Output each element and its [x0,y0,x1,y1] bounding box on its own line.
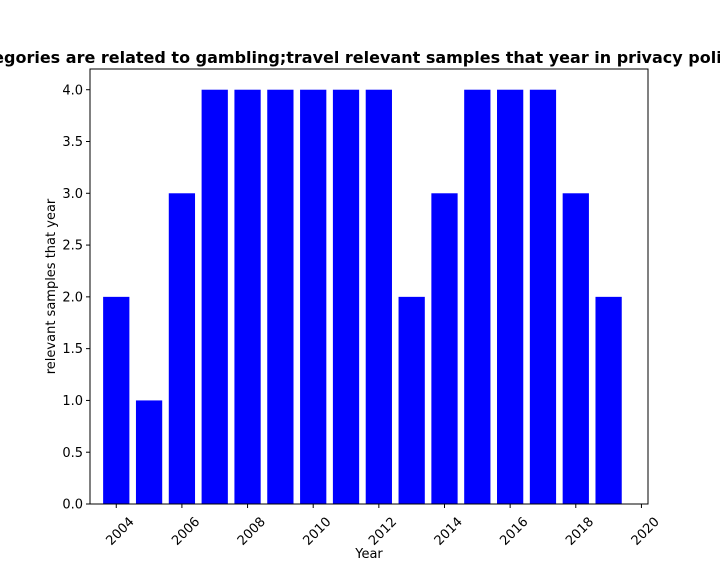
y-tick-label: 1.5 [62,342,83,357]
bar-2005 [135,400,163,504]
x-tick-label: 2014 [432,515,466,549]
chart-title: Categories are related to gambling;trave… [0,48,720,67]
bar-2010 [300,89,327,504]
bar-2008 [234,89,261,504]
bar-2013 [398,296,425,504]
y-tick-label: 3.5 [62,135,83,150]
bar-2017 [529,89,557,504]
x-tick-label: 2004 [104,515,138,549]
y-axis-ticks: 0.0 0.5 1.0 1.5 2.0 2.5 3.0 3.5 4.0 [62,83,90,513]
x-tick-label: 2010 [300,515,334,549]
y-axis-label: relevant samples that year [44,198,59,374]
bar-2016 [497,89,524,504]
x-tick-label: 2020 [629,515,663,549]
y-tick-label: 0.5 [62,446,83,461]
bar-2014 [431,193,458,505]
x-tick-label: 2006 [169,515,203,549]
bar-2009 [267,89,294,504]
bars-group [103,89,622,505]
y-tick-label: 1.0 [62,394,83,409]
x-axis-ticks: 2004 2006 2008 2010 2012 2014 2016 2018 2020 [104,504,663,549]
x-tick-label: 2008 [235,515,269,549]
bar-2011 [332,89,360,504]
y-tick-label: 3.0 [62,187,83,202]
bar-2018 [562,193,589,505]
bar-2007 [201,89,228,504]
y-tick-label: 2.5 [62,239,83,254]
bar-2015 [464,89,491,504]
x-tick-label: 2018 [563,515,597,549]
y-tick-label: 2.0 [62,290,83,305]
x-tick-label: 2016 [497,515,531,549]
plot-frame [89,68,649,505]
y-tick-label: 4.0 [62,83,83,98]
bar-2006 [168,193,196,505]
bar-2004 [103,296,130,504]
x-tick-label: 2012 [366,515,400,549]
x-axis-label: Year [354,547,383,562]
y-tick-label: 0.0 [62,498,83,513]
bar-2019 [595,296,622,504]
bar-2012 [365,89,392,504]
